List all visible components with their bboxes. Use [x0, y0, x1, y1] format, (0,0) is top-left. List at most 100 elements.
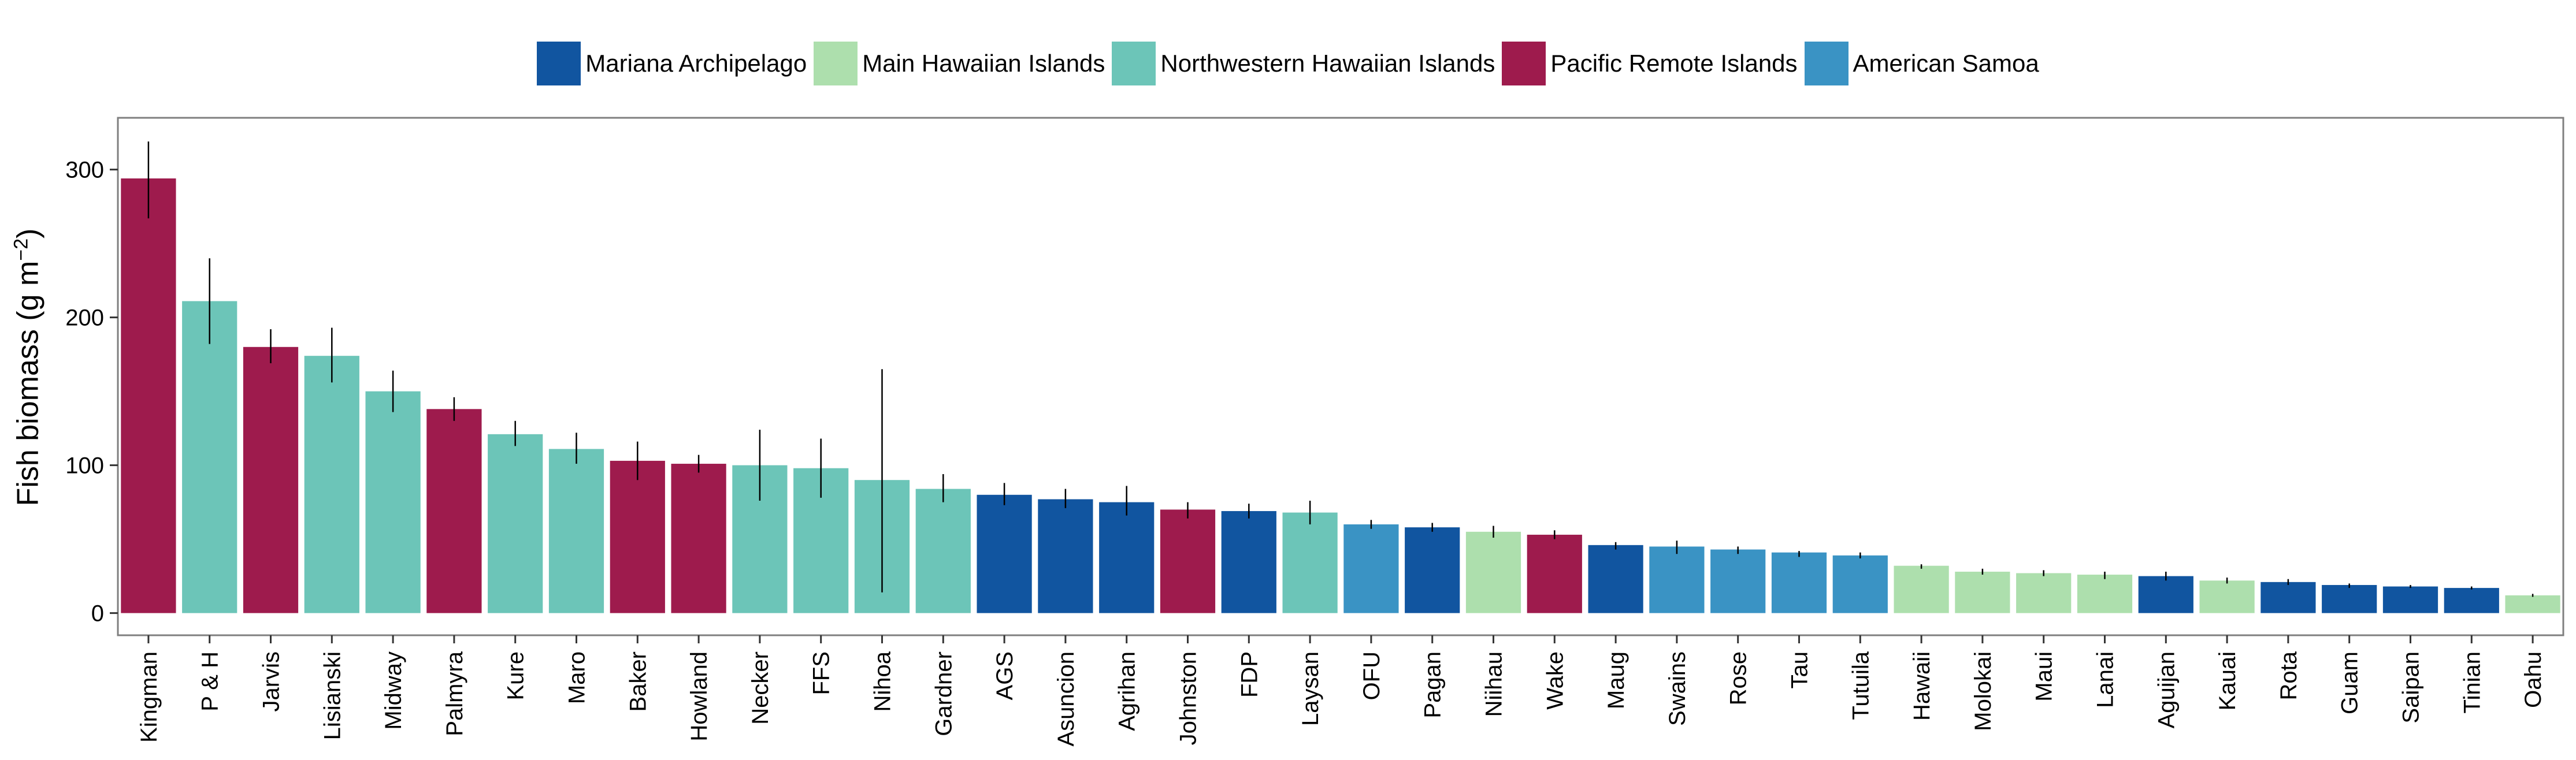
bar-swains: [1649, 546, 1705, 613]
x-tick-label-midway: Midway: [381, 651, 406, 730]
x-tick-label-maro: Maro: [565, 651, 590, 704]
x-tick-label-ffs: FFS: [809, 651, 834, 695]
y-axis: 0 100 200 300: [65, 158, 118, 627]
bar-pagan: [1405, 527, 1460, 613]
bar-maro: [548, 449, 604, 613]
bar-kauai: [2199, 580, 2255, 613]
bar-tutuila: [1832, 555, 1888, 613]
bar-johnston: [1160, 509, 1216, 613]
bar-kingman: [121, 178, 176, 613]
bar-molokai: [1955, 571, 2010, 613]
bar-lisianski: [304, 356, 359, 613]
legend-label-mariana-archipelago: Mariana Archipelago: [585, 50, 807, 77]
x-tick-label-rota: Rota: [2276, 651, 2302, 700]
bar-baker: [610, 460, 665, 613]
x-tick-label-tinian: Tinian: [2459, 651, 2485, 713]
x-tick-label-palmyra: Palmyra: [442, 651, 467, 736]
plot-panel-border: [117, 117, 2564, 636]
x-tick-label-gardner: Gardner: [931, 651, 956, 736]
legend-item-american-samoa: American Samoa: [1804, 42, 2039, 85]
bar-howland: [671, 464, 726, 613]
x-tick-label-molokai: Molokai: [1970, 651, 1996, 731]
x-tick-label-p-h: P & H: [198, 651, 223, 711]
bar-maug: [1588, 545, 1643, 613]
legend-label-pacific-remote-islands: Pacific Remote Islands: [1550, 50, 1798, 77]
bar-kure: [488, 434, 543, 613]
x-tick-label-oahu: Oahu: [2521, 651, 2546, 708]
x-tick-label-swains: Swains: [1665, 651, 1690, 726]
x-tick-label-guam: Guam: [2337, 651, 2363, 714]
bar-rose: [1710, 549, 1766, 613]
legend-label-american-samoa: American Samoa: [1853, 50, 2039, 77]
x-axis: Kingman P & H Jarvis Lisianski Midway Palmyra…: [136, 635, 2546, 747]
legend-label-northwestern-hawaiian-islands: Northwestern Hawaiian Islands: [1160, 50, 1495, 77]
x-tick-label-howland: Howland: [686, 651, 712, 742]
x-tick-label-niihau: Niihau: [1482, 651, 1507, 717]
x-tick-label-agrihan: Agrihan: [1115, 651, 1140, 731]
y-tick-label-300: 300: [65, 158, 104, 183]
bar-fdp: [1221, 511, 1276, 613]
legend-item-pacific-remote-islands: Pacific Remote Islands: [1502, 42, 1798, 85]
bar-asuncion: [1038, 499, 1093, 613]
x-tick-label-necker: Necker: [748, 651, 773, 725]
x-tick-label-hawaii: Hawaii: [1909, 651, 1935, 721]
x-tick-label-fdp: FDP: [1237, 651, 1262, 698]
legend-swatch-american-samoa: [1804, 42, 1849, 85]
x-tick-label-lanai: Lanai: [2093, 651, 2118, 708]
y-tick-label-100: 100: [65, 453, 104, 479]
legend: Mariana Archipelago Main Hawaiian Island…: [0, 42, 2576, 85]
bar-maui: [2016, 573, 2072, 613]
bar-tau: [1771, 552, 1827, 613]
x-tick-label-laysan: Laysan: [1298, 651, 1323, 726]
bar-lanai: [2077, 575, 2133, 613]
x-tick-label-kingman: Kingman: [136, 651, 162, 743]
bar-ags: [977, 494, 1032, 613]
x-tick-label-tau: Tau: [1787, 651, 1813, 689]
legend-swatch-pacific-remote-islands: [1502, 42, 1546, 85]
x-tick-label-pagan: Pagan: [1420, 651, 1446, 718]
x-tick-label-maug: Maug: [1603, 651, 1629, 709]
legend-swatch-main-hawaiian-islands: [814, 42, 858, 85]
y-tick-label-200: 200: [65, 306, 104, 331]
bar-niihau: [1465, 531, 1521, 613]
y-tick-label-0: 0: [91, 601, 104, 627]
bar-aguijan: [2138, 576, 2193, 613]
bar-ofu: [1343, 524, 1399, 613]
bar-gardner: [915, 489, 971, 613]
x-tick-label-asuncion: Asuncion: [1053, 651, 1079, 747]
legend-item-mariana-archipelago: Mariana Archipelago: [537, 42, 807, 85]
legend-swatch-mariana-archipelago: [537, 42, 581, 85]
x-tick-label-aguijan: Aguijan: [2154, 651, 2179, 728]
legend-swatch-northwestern-hawaiian-islands: [1112, 42, 1156, 85]
legend-label-main-hawaiian-islands: Main Hawaiian Islands: [862, 50, 1105, 77]
x-tick-label-saipan: Saipan: [2399, 651, 2424, 724]
x-tick-label-ofu: OFU: [1359, 651, 1384, 700]
x-tick-label-nihoa: Nihoa: [870, 651, 896, 711]
bar-oahu: [2505, 595, 2560, 613]
x-tick-label-kure: Kure: [503, 651, 529, 701]
x-tick-label-kauai: Kauai: [2215, 651, 2240, 710]
x-tick-label-ags: AGS: [992, 651, 1018, 700]
bar-hawaii: [1894, 565, 1949, 613]
bar-rota: [2261, 582, 2316, 613]
bar-guam: [2322, 584, 2377, 613]
bars-layer: [121, 178, 2560, 613]
bar-p-h: [182, 301, 237, 613]
bar-laysan: [1282, 512, 1338, 613]
bar-tinian: [2444, 588, 2499, 613]
bar-agrihan: [1099, 502, 1155, 613]
bar-midway: [365, 391, 421, 613]
error-bars-layer: [147, 141, 2534, 597]
bar-saipan: [2382, 586, 2438, 613]
x-tick-label-jarvis: Jarvis: [259, 651, 284, 711]
x-tick-label-tutuila: Tutuila: [1848, 651, 1873, 720]
legend-item-main-hawaiian-islands: Main Hawaiian Islands: [814, 42, 1105, 85]
x-tick-label-lisianski: Lisianski: [320, 651, 345, 740]
bar-jarvis: [243, 347, 299, 613]
x-tick-label-baker: Baker: [625, 651, 651, 712]
bar-wake: [1527, 534, 1582, 613]
bar-palmyra: [426, 409, 482, 613]
x-tick-label-rose: Rose: [1726, 651, 1751, 705]
x-tick-label-johnston: Johnston: [1176, 651, 1201, 745]
